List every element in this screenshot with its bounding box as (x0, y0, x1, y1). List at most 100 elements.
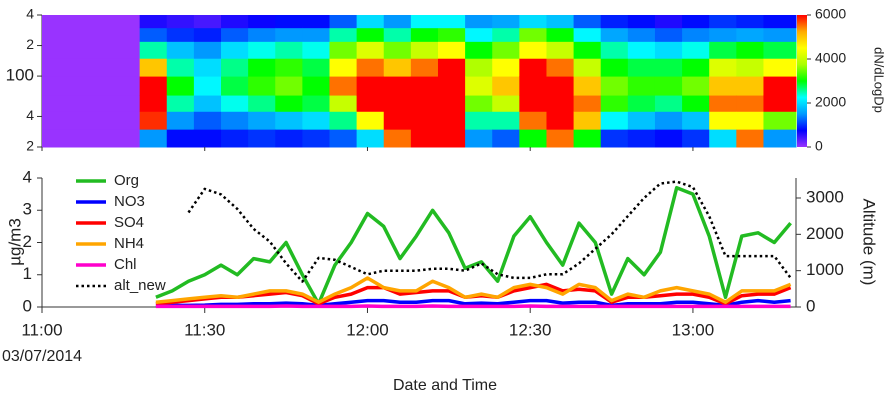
heatmap-cell (437, 76, 466, 96)
heatmap-cell (410, 15, 439, 29)
heatmap-cell (654, 15, 683, 29)
y2-tick-label: 2000 (806, 224, 844, 243)
heatmap-cell (356, 27, 385, 42)
heatmap-cell (275, 95, 303, 112)
heatmap-cell (139, 95, 168, 112)
heatmap-cell (166, 15, 195, 29)
heatmap-cell (356, 95, 385, 112)
heatmap-cell (139, 58, 168, 77)
colorbar-title: dN/dLogDp (872, 47, 887, 113)
heatmap-cell (302, 58, 330, 77)
heatmap-cell (492, 95, 520, 112)
heatmap-cell (302, 129, 330, 148)
heatmap-cell (763, 27, 797, 42)
heatmap-cell (275, 58, 303, 77)
heatmap-cell (546, 95, 575, 112)
y-tick-label: 100 (6, 66, 34, 85)
heatmap-cell (736, 27, 764, 42)
heatmap-cell (410, 129, 439, 148)
heatmap-cell (193, 41, 222, 59)
heatmap-cell (329, 41, 358, 59)
heatmap-cell (519, 15, 547, 29)
heatmap-cell (465, 15, 493, 29)
heatmap-cell (465, 95, 493, 112)
heatmap-cell (546, 111, 575, 130)
x-tick-label: 12:30 (509, 320, 552, 339)
heatmap-cell (627, 95, 656, 112)
heatmap-cell (166, 111, 195, 130)
heatmap-cell (519, 76, 547, 96)
heatmap-cell (248, 129, 276, 148)
heatmap-cell (410, 95, 439, 112)
heatmap-cell (736, 41, 764, 59)
heatmap-cell (763, 95, 797, 112)
heatmap-cell (302, 76, 330, 96)
heatmap-cell (654, 27, 683, 42)
heatmap-cell (193, 111, 222, 130)
heatmap-cell (492, 76, 520, 96)
heatmap-cell (627, 129, 656, 148)
heatmap-cell (465, 111, 493, 130)
heatmap-cell (682, 76, 710, 96)
heatmap-cell (627, 41, 656, 59)
heatmap-cell (627, 27, 656, 42)
heatmap-cell (654, 76, 683, 96)
heatmap-cell (627, 58, 656, 77)
heatmap-cell (519, 58, 547, 77)
heatmap-cell (546, 27, 575, 42)
heatmap-cell (763, 129, 797, 148)
heatmap-cell (600, 95, 629, 112)
heatmap-cell (437, 15, 466, 29)
heatmap-cell (42, 41, 141, 59)
colorbar-tick-label: 4000 (815, 50, 846, 66)
heatmap-cell (356, 41, 385, 59)
y2-axis-title: Altitude (m) (860, 199, 879, 286)
heatmap-cell (437, 95, 466, 112)
heatmap-cell (221, 58, 249, 77)
heatmap-cell (193, 76, 222, 96)
heatmap-cell (763, 76, 797, 96)
heatmap-cell (275, 41, 303, 59)
heatmap-cell (139, 129, 168, 148)
heatmap-cell (519, 95, 547, 112)
y-axis-title: µg/m3 (5, 218, 24, 266)
series-line (155, 276, 792, 304)
heatmap-cell (221, 27, 249, 42)
y-tick-label: 0 (23, 296, 32, 315)
heatmap-cell (166, 58, 195, 77)
heatmap-cell (356, 111, 385, 130)
heatmap-cell (600, 76, 629, 96)
x-tick-label: 11:00 (21, 320, 62, 339)
heatmap-cell (248, 95, 276, 112)
legend-label: Org (114, 172, 139, 189)
heatmap-cell (221, 15, 249, 29)
heatmap-cell (42, 15, 141, 29)
heatmap-cell (193, 58, 222, 77)
heatmap-cell (736, 111, 764, 130)
heatmap-cell (465, 27, 493, 42)
heatmap-cell (275, 76, 303, 96)
heatmap-cell (248, 27, 276, 42)
heatmap-cell (410, 41, 439, 59)
heatmap-cell (682, 15, 710, 29)
heatmap-cell (383, 15, 412, 29)
heatmap-cell (383, 95, 412, 112)
heatmap-cell (573, 95, 602, 112)
series-line (155, 185, 792, 306)
heatmap-cell (465, 129, 493, 148)
heatmap-cell (248, 76, 276, 96)
heatmap-cell (465, 58, 493, 77)
heatmap-cell (42, 111, 141, 130)
heatmap-cell (356, 129, 385, 148)
heatmap-cell (573, 76, 602, 96)
heatmap-cell (383, 58, 412, 77)
heatmap-cell (600, 15, 629, 29)
legend-label: alt_new (114, 277, 166, 294)
heatmap-cell (573, 58, 602, 77)
heatmap-cell (383, 111, 412, 130)
x-tick-label: 11:30 (184, 320, 225, 339)
heatmap-cell (166, 129, 195, 148)
heatmap-cell (221, 95, 249, 112)
heatmap-cell (302, 111, 330, 130)
heatmap-cell (42, 27, 141, 42)
